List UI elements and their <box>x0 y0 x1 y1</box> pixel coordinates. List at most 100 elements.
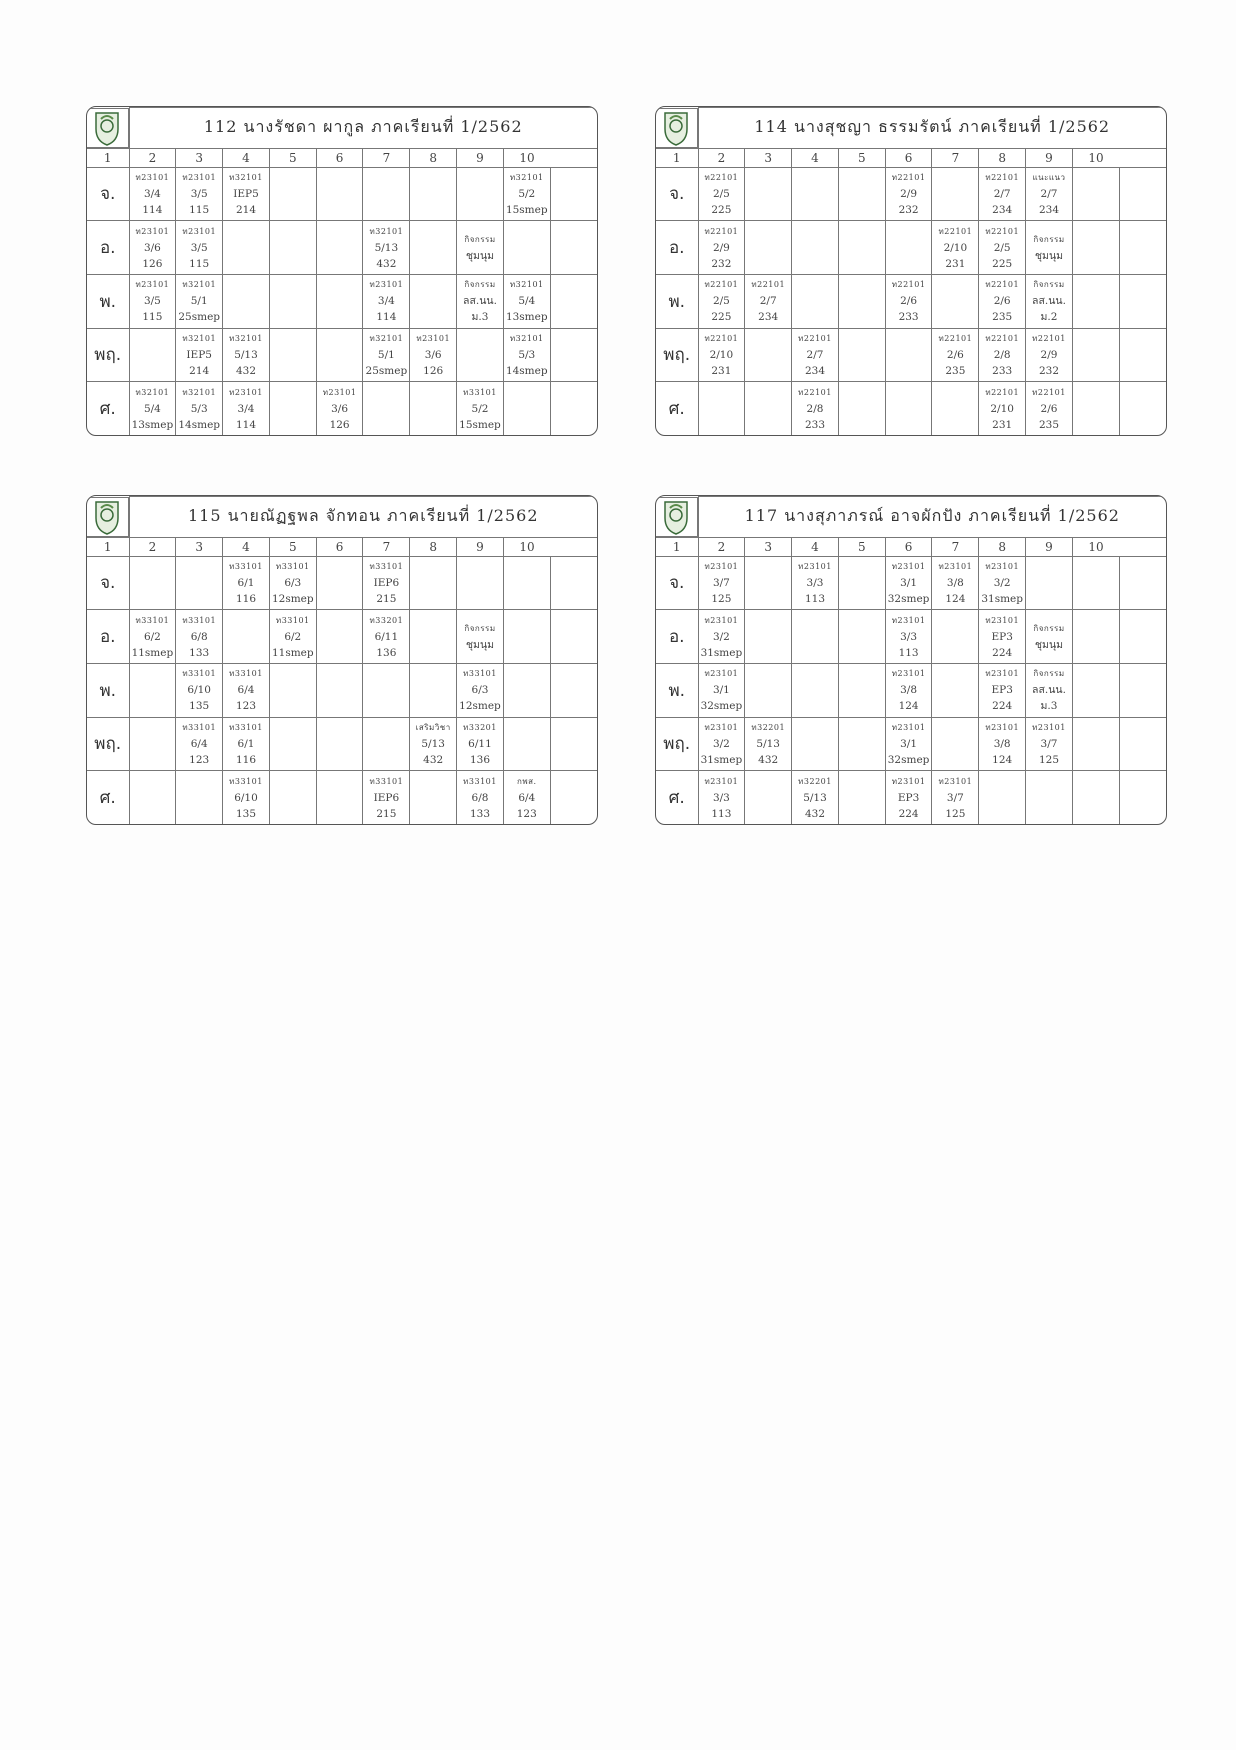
period-number: 10 <box>502 147 551 168</box>
room: 235 <box>1038 418 1059 431</box>
timetable-cell: ท22101 2/8 233 <box>791 381 839 435</box>
room: 31smep <box>981 592 1023 605</box>
room: 233 <box>898 311 919 324</box>
class-group: 3/2 <box>712 737 730 750</box>
subject-code: ท22101 <box>798 333 832 343</box>
timetable-cell <box>1071 220 1120 275</box>
class-group: 2/9 <box>712 241 730 254</box>
room: 123 <box>235 700 257 713</box>
room: 126 <box>423 364 444 377</box>
class-group: 3/1 <box>900 737 918 750</box>
period-number: 2 <box>697 536 746 557</box>
room: 135 <box>235 807 257 820</box>
timetable-cell <box>791 166 839 222</box>
period-number: 7 <box>931 536 980 557</box>
title-row: 112 นางรัชดา ผากูล ภาคเรียนที่ 1/2562 <box>87 107 597 149</box>
timetable-cell <box>268 220 317 275</box>
period-number: 5 <box>837 147 886 168</box>
room: 32smep <box>887 592 930 605</box>
timetable-cell <box>315 220 364 275</box>
period-number: 1 <box>87 147 130 168</box>
class-group: 2/8 <box>993 348 1011 361</box>
subject-code: ท22101 <box>891 172 926 182</box>
timetable-cell: ท32101 5/1 25smep <box>175 273 224 329</box>
timetable-cell: ท22101 2/9 232 <box>697 220 746 275</box>
room: 136 <box>376 646 397 659</box>
room: 113 <box>711 807 732 820</box>
timetable-cell <box>931 273 980 329</box>
class-group: 2/6 <box>946 348 964 361</box>
class-group: 6/1 <box>237 737 255 750</box>
period-number: 7 <box>931 147 980 168</box>
subject-code: ท23101 <box>322 387 357 397</box>
subject-code: ท22101 <box>1032 387 1066 397</box>
timetable-cell: ท33101 6/10 135 <box>222 770 270 824</box>
timetable-cell <box>744 555 793 611</box>
period-number: 4 <box>791 536 839 557</box>
timetable-cell <box>837 770 886 824</box>
day-row: ศ. ท22101 2/8 233 ท22101 2/10 231 ท22101 2/6 235 <box>656 381 1166 435</box>
timetable-cell: ท23101 3/3 113 <box>697 770 746 824</box>
day-label: จ. <box>656 166 699 222</box>
timetable-cell: ท32101 IEP5 214 <box>175 327 224 383</box>
timetable-cell: ท32101 5/13 432 <box>222 327 270 383</box>
room: 125 <box>1038 753 1059 766</box>
timetable-cell: ท23101 3/6 126 <box>409 327 458 383</box>
room: 432 <box>423 753 444 766</box>
period-number: 8 <box>409 147 458 168</box>
class-group: 5/4 <box>518 295 536 308</box>
class-group: 2/8 <box>806 402 824 415</box>
room: 235 <box>992 311 1013 324</box>
timetable-cell <box>456 327 504 383</box>
period-number: 8 <box>409 536 458 557</box>
timetable-cell <box>549 273 597 329</box>
class-group: 2/10 <box>990 402 1014 415</box>
period-number: 2 <box>697 147 746 168</box>
timetable-cell: ท22101 2/5 225 <box>697 166 746 222</box>
class-group: 3/6 <box>331 402 349 415</box>
timetable-cell: ท22101 2/10 231 <box>978 381 1027 435</box>
room: 232 <box>1038 364 1059 377</box>
timetable-cell: ท23101 3/2 31smep <box>697 716 746 772</box>
class-group: 5/2 <box>518 187 536 200</box>
school-logo-icon <box>87 107 129 148</box>
subject-code: กิจกรรม <box>1033 234 1065 244</box>
timetable-cell <box>549 555 597 611</box>
subject-code: กิจกรรม <box>1033 280 1065 290</box>
day-label: อ. <box>656 609 699 664</box>
subject-code: ท33101 <box>182 722 217 732</box>
timetable-cell: ท33101 6/3 12smep <box>456 662 504 718</box>
subject-code: ท23101 <box>938 776 973 786</box>
class-group: 2/6 <box>900 295 918 308</box>
subject-code: ท23101 <box>891 669 926 679</box>
subject-code: กิจกรรม <box>1033 623 1065 633</box>
timetable-cell <box>744 327 793 383</box>
subject-code: ท22101 <box>985 226 1020 236</box>
timetable-cell: ท32101 5/2 15smep <box>502 166 551 222</box>
timetable-cell: กิจกรรม ชุมนุม <box>1025 609 1073 664</box>
class-group: 2/5 <box>712 295 730 308</box>
timetable-cell <box>268 273 317 329</box>
class-group: 3/1 <box>712 684 730 697</box>
class-group: 5/3 <box>518 348 536 361</box>
timetable-cell <box>456 555 504 611</box>
timetable-cell: ท32201 5/13 432 <box>791 770 839 824</box>
timetable-cell: กิจกรรม ลส.นน. ม.2 <box>1025 273 1073 329</box>
period-number: 1 <box>656 147 699 168</box>
subject-code: ท23101 <box>135 280 170 290</box>
class-group: IEP6 <box>373 791 400 804</box>
class-group: 3/6 <box>143 241 161 254</box>
subject-code: ท23101 <box>938 561 973 571</box>
class-group: 6/4 <box>190 737 208 750</box>
timetable-cell: ท23101 3/5 115 <box>175 166 224 222</box>
timetable-cell: ท22101 2/7 234 <box>791 327 839 383</box>
timetable-cell <box>1118 327 1166 383</box>
room: 233 <box>992 364 1013 377</box>
room: 116 <box>235 592 257 605</box>
timetable-cell: กิจกรรม ชุมนุม <box>1025 220 1073 275</box>
timetable-cell: ท22101 2/9 232 <box>884 166 933 222</box>
subject-code: ท22101 <box>938 226 973 236</box>
timetable-cell <box>1025 555 1073 611</box>
room: 14smep <box>178 418 221 431</box>
timetable-title: 114 นางสุชญา ธรรมรัตน์ ภาคเรียนที่ 1/256… <box>697 107 1166 149</box>
